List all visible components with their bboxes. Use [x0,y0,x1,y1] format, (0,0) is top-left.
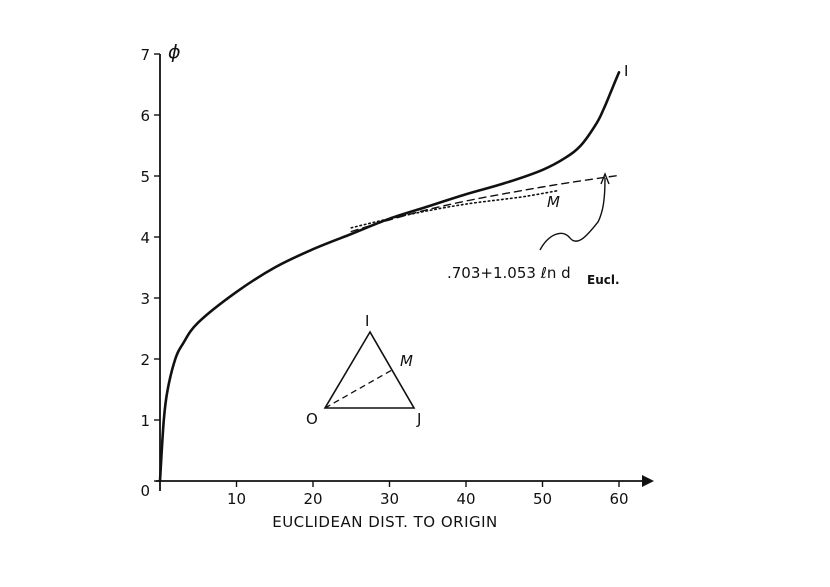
axes [156,54,654,491]
y-axis-label: ϕ [168,41,181,63]
y-tick-label: 2 [140,351,150,369]
y-tick-label: 6 [140,107,150,125]
x-tick-label: 60 [609,490,628,508]
x-tick-label: 50 [533,490,552,508]
x-tick-label: 10 [227,490,246,508]
curve-label-m: M [547,193,560,211]
y-tick-label: 3 [140,290,150,308]
x-axis-arrowhead [642,475,654,487]
y-tick-label: 7 [140,46,150,64]
inset-label-j: J [416,410,421,428]
ticks: 10 20 30 40 50 60 0 1 2 3 4 5 6 7 [140,46,628,508]
formula-arrowhead [600,172,610,185]
formula-subscript: Eucl. [587,273,620,287]
inset-triangle-diagram: I M O J [306,312,421,428]
curve-label-i: I [624,62,628,80]
inset-label-m: M [400,352,413,370]
inset-triangle [323,330,416,409]
inset-label-i: I [365,312,369,330]
series-eucl-fit-line [350,174,620,233]
x-tick-label: 20 [303,490,322,508]
x-tick-label: 40 [456,490,475,508]
x-tick-label: 30 [380,490,399,508]
y-tick-label: 0 [140,482,150,500]
inset-label-o: O [306,410,318,428]
formula-main: .703+1.053 ℓn d [447,264,571,282]
series-i-line [158,71,621,483]
y-tick-label: 1 [140,412,150,430]
formula-arrow [539,177,606,251]
y-tick-label: 5 [140,168,150,186]
inset-median-dashed [324,369,393,409]
y-tick-label: 4 [140,229,150,247]
series-layer [158,71,621,483]
series-m-line [350,189,559,229]
x-axis-title: EUCLIDEAN DIST. TO ORIGIN [272,513,498,531]
formula-annotation: .703+1.053 ℓn d Eucl. [447,172,620,287]
